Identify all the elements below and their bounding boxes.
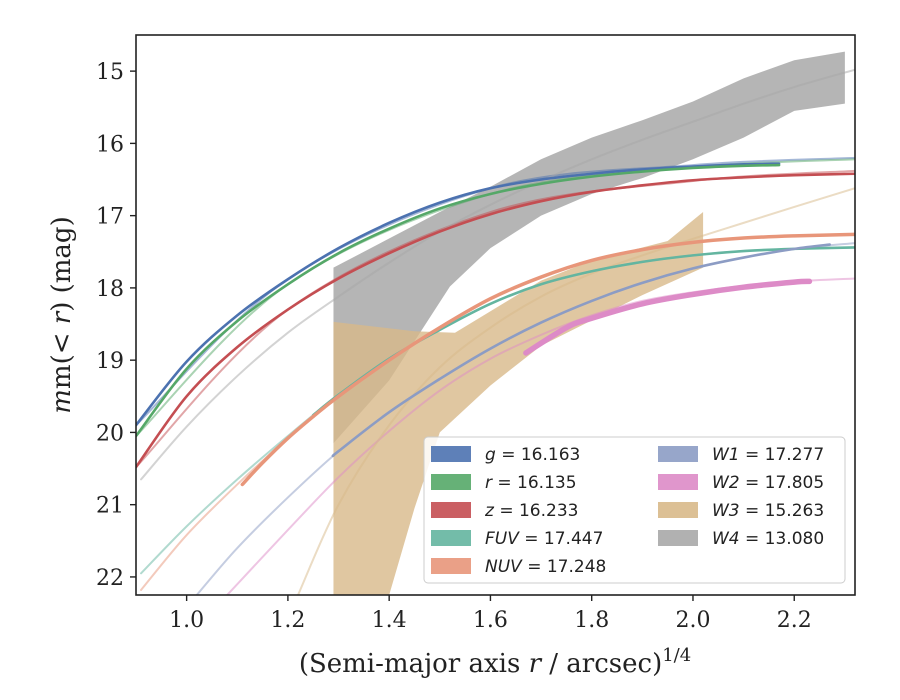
bold-line-z xyxy=(136,172,855,469)
legend-entry-g: g = 16.163 xyxy=(431,445,580,465)
x-axis-label-exp: 1/4 xyxy=(662,645,691,666)
legend-swatch-z xyxy=(431,502,471,518)
bold-line-nuv xyxy=(240,232,855,487)
x-axis-label-var: r xyxy=(529,649,543,679)
y-tick-label: 20 xyxy=(96,421,124,446)
legend-swatch-w1 xyxy=(658,446,698,462)
y-axis-label-post: ) (mag) xyxy=(47,216,77,312)
y-tick-label: 16 xyxy=(96,132,124,157)
legend-entry-w4: W4 = 13.080 xyxy=(658,529,824,549)
legend-label-w1: W1 = 17.277 xyxy=(712,445,824,465)
legend-entry-w1: W1 = 17.277 xyxy=(658,445,824,465)
legend-label-nuv: NUV = 17.248 xyxy=(485,557,606,577)
legend-entry-r: r = 16.135 xyxy=(431,473,577,493)
bold-line-w2 xyxy=(523,278,813,356)
y-axis-label: mm(< r) (mag) xyxy=(47,216,77,413)
legend-entry-z: z = 16.233 xyxy=(431,501,578,521)
faint-line-w4 xyxy=(140,68,855,481)
y-tick-label: 17 xyxy=(96,205,124,230)
legend-label-g: g = 16.163 xyxy=(485,445,580,465)
x-axis-label-pre: (Semi-major axis xyxy=(299,649,529,679)
legend-swatch-w3 xyxy=(658,502,698,518)
legend-label-z: z = 16.233 xyxy=(484,501,578,521)
x-tick-label: 2.0 xyxy=(675,608,710,633)
x-tick-label: 2.2 xyxy=(777,608,812,633)
bold-lines-layer xyxy=(136,162,855,487)
legend-swatch-fuv xyxy=(431,530,471,546)
legend-entry-w2: W2 = 17.805 xyxy=(658,473,824,493)
legend-box xyxy=(423,436,846,584)
y-axis-ticks: 15 16 17 18 19 20 21 22 xyxy=(96,60,136,591)
bold-line-g xyxy=(136,162,781,427)
x-tick-label: 1.6 xyxy=(473,608,508,633)
x-tick-label: 1.8 xyxy=(574,608,609,633)
legend-swatch-g xyxy=(431,446,471,462)
legend-swatch-w2 xyxy=(658,474,698,490)
legend-entry-fuv: FUV = 17.447 xyxy=(431,529,603,549)
legend: g = 16.163 r = 16.135 z = 16.233 FUV = 17.4… xyxy=(423,436,846,584)
x-axis-label-post: / arcsec) xyxy=(541,649,662,679)
y-tick-label: 21 xyxy=(96,494,124,519)
legend-label-w4: W4 = 13.080 xyxy=(712,529,824,549)
y-tick-label: 19 xyxy=(96,349,124,374)
x-axis-ticks: 1.0 1.2 1.4 1.6 1.8 2.0 2.2 xyxy=(169,595,812,633)
x-tick-label: 1.2 xyxy=(270,608,305,633)
legend-label-r: r = 16.135 xyxy=(485,473,577,493)
y-axis-label-pre: m(< xyxy=(47,324,77,389)
legend-label-w2: W2 = 17.805 xyxy=(712,473,824,493)
legend-label-w3: W3 = 15.263 xyxy=(712,501,824,521)
faint-line-w3 xyxy=(297,187,855,595)
legend-swatch-nuv xyxy=(431,558,471,574)
plot-frame xyxy=(135,34,856,596)
legend-entry-w3: W3 = 15.263 xyxy=(658,501,824,521)
y-axis-label-var: r xyxy=(47,310,77,324)
legend-swatch-w4 xyxy=(658,530,698,546)
legend-entry-nuv: NUV = 17.248 xyxy=(431,557,606,577)
bands-layer xyxy=(333,51,845,595)
legend-label-fuv: FUV = 17.447 xyxy=(485,529,603,549)
y-tick-label: 18 xyxy=(96,277,124,302)
x-axis-label: (Semi-major axis r / arcsec)1/4 xyxy=(299,645,691,679)
y-tick-label: 15 xyxy=(96,60,124,85)
x-tick-label: 1.0 xyxy=(169,608,204,633)
bold-line-w1 xyxy=(331,243,831,458)
legend-swatch-r xyxy=(431,474,471,490)
band-w4 xyxy=(333,51,845,444)
x-tick-label: 1.4 xyxy=(372,608,407,633)
bold-line-r xyxy=(136,163,781,438)
band-w3 xyxy=(333,212,704,595)
y-tick-label: 22 xyxy=(96,566,124,591)
